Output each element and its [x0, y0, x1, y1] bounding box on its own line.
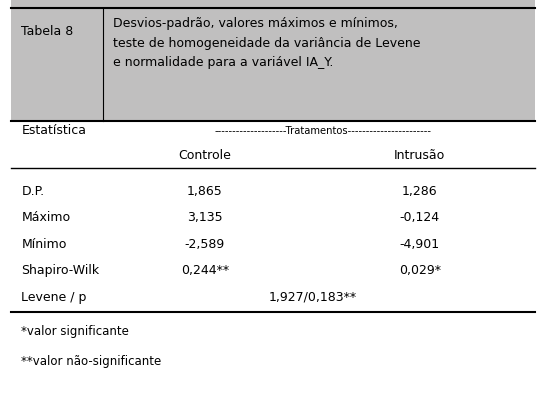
Text: --------------------Tratamentos-----------------------: --------------------Tratamentos---------…: [214, 126, 431, 136]
Text: *valor significante: *valor significante: [21, 325, 129, 338]
Text: Controle: Controle: [179, 149, 232, 162]
Text: Desvios-padrão, valores máximos e mínimos,
teste de homogeneidade da variância d: Desvios-padrão, valores máximos e mínimo…: [113, 17, 420, 69]
Text: Intrusão: Intrusão: [394, 149, 446, 162]
Text: 0,244**: 0,244**: [181, 264, 229, 277]
Text: Tabela 8: Tabela 8: [21, 25, 74, 38]
Text: 0,029*: 0,029*: [399, 264, 441, 277]
FancyBboxPatch shape: [11, 0, 535, 121]
Text: Shapiro-Wilk: Shapiro-Wilk: [21, 264, 99, 277]
Text: -4,901: -4,901: [400, 238, 440, 251]
Text: Mínimo: Mínimo: [21, 238, 67, 251]
Text: 3,135: 3,135: [187, 211, 223, 224]
Text: -2,589: -2,589: [185, 238, 225, 251]
Text: 1,927/0,183**: 1,927/0,183**: [268, 291, 357, 304]
Text: Máximo: Máximo: [21, 211, 70, 224]
Text: Estatística: Estatística: [21, 125, 86, 137]
Text: -0,124: -0,124: [400, 211, 440, 224]
Text: 1,865: 1,865: [187, 185, 223, 198]
Text: Levene / p: Levene / p: [21, 291, 87, 304]
Text: D.P.: D.P.: [21, 185, 45, 198]
Text: 1,286: 1,286: [402, 185, 437, 198]
Text: **valor não-significante: **valor não-significante: [21, 355, 162, 368]
